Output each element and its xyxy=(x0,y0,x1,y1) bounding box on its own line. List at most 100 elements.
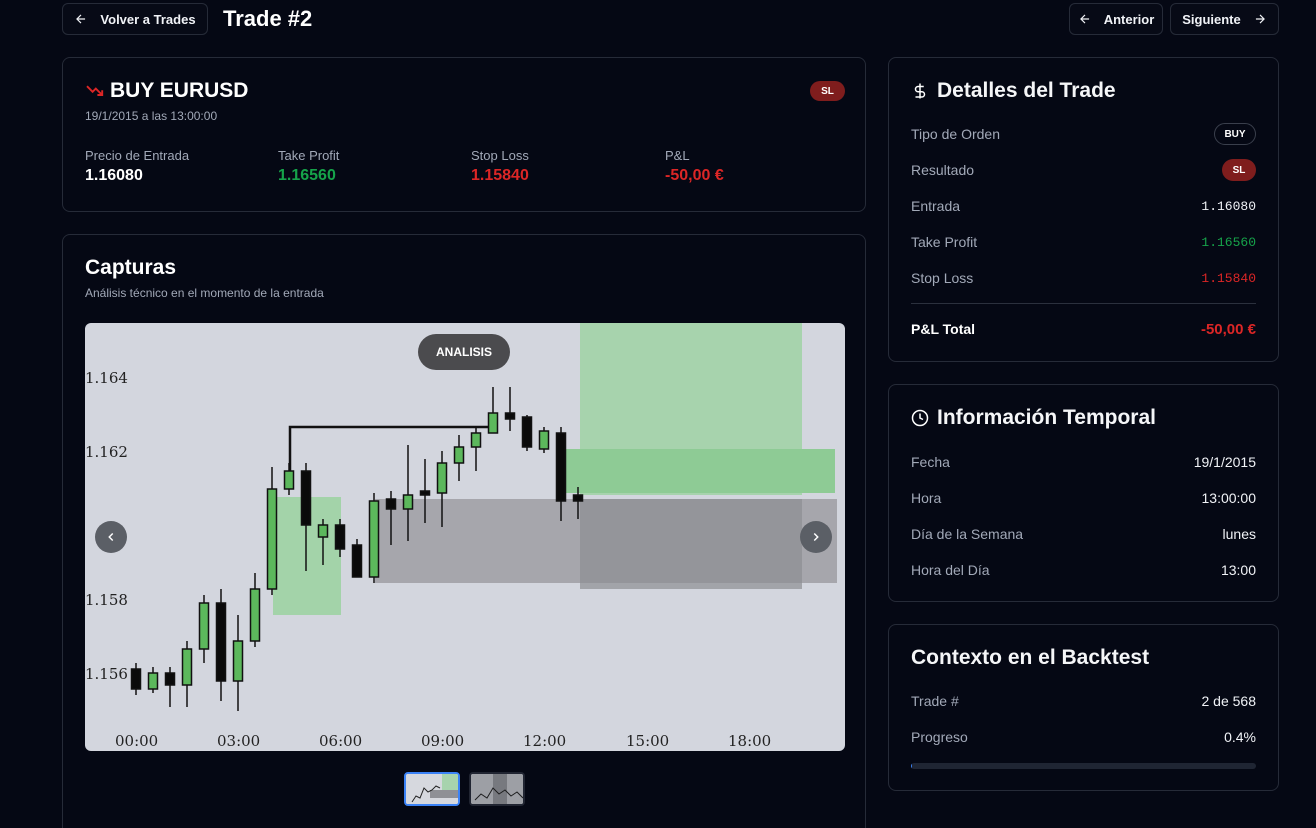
next-image-button[interactable] xyxy=(800,521,832,553)
capture-thumbnail-2[interactable] xyxy=(469,772,525,806)
chart-x-tick: 06:00 xyxy=(319,732,362,750)
chart-candle xyxy=(130,663,142,695)
progress-value: 0.4% xyxy=(1224,729,1256,745)
take-profit-row: Take Profit 1.16560 xyxy=(911,231,1256,253)
stop-loss-value: 1.15840 xyxy=(1201,270,1256,286)
arrow-right-icon xyxy=(1255,14,1265,24)
backtest-context-title: Contexto en el Backtest xyxy=(911,646,1150,669)
arrow-left-icon xyxy=(1079,14,1089,24)
previous-trade-button[interactable]: Anterior xyxy=(1069,3,1163,35)
pnl-value: -50,00 € xyxy=(665,167,724,184)
chart-candle xyxy=(164,667,176,707)
date-row: Fecha 19/1/2015 xyxy=(911,451,1256,473)
backtest-context-card: Contexto en el Backtest Trade # 2 de 568… xyxy=(888,624,1279,791)
chart-candle xyxy=(572,487,584,519)
progress-row: Progreso 0.4% xyxy=(911,726,1256,748)
back-to-trades-button[interactable]: Volver a Trades xyxy=(62,3,208,35)
trending-down-icon xyxy=(86,85,104,96)
stop-loss-row: Stop Loss 1.15840 xyxy=(911,267,1256,289)
dollar-icon xyxy=(914,83,926,99)
page-title: Trade #2 xyxy=(223,6,313,31)
trade-details-title: Detalles del Trade xyxy=(911,79,1116,103)
arrow-left-icon xyxy=(76,14,86,24)
clock-icon xyxy=(911,409,929,427)
chart-candle xyxy=(555,427,567,521)
chart-candle xyxy=(385,491,397,545)
chart-candle xyxy=(266,467,278,595)
hour-of-day-label: Hora del Día xyxy=(911,562,990,578)
pnl-total-value: -50,00 € xyxy=(1200,320,1256,338)
chart-candle xyxy=(538,427,550,453)
thumbnail-chart-image xyxy=(471,774,523,804)
chart-candle xyxy=(317,519,329,565)
next-trade-label: Siguiente xyxy=(1182,11,1241,27)
chart-candle xyxy=(368,493,380,583)
result-row: Resultado SL xyxy=(911,159,1256,181)
pnl-total-row: P&L Total -50,00 € xyxy=(911,318,1256,340)
chart-candle xyxy=(215,589,227,701)
result-badge: SL xyxy=(810,81,845,101)
capture-label-pill: ANALISIS xyxy=(418,334,510,370)
chart-candle xyxy=(249,573,261,647)
take-profit-value: 1.16560 xyxy=(1201,234,1256,250)
previous-image-button[interactable] xyxy=(95,521,127,553)
pnl-label: P&L xyxy=(665,148,690,163)
stop-loss-label: Stop Loss xyxy=(471,148,529,163)
chart-y-tick: 1.158 xyxy=(85,591,128,609)
chart-candle xyxy=(487,387,499,434)
trade-number-label: Trade # xyxy=(911,693,959,709)
chart-x-tick: 18:00 xyxy=(728,732,771,750)
trade-heading: BUY EURUSD xyxy=(85,79,248,103)
captures-card: Capturas Análisis técnico en el momento … xyxy=(62,234,866,828)
next-trade-button[interactable]: Siguiente xyxy=(1170,3,1279,35)
chart-candle xyxy=(419,459,431,523)
hour-of-day-value: 13:00 xyxy=(1220,562,1256,578)
chart-y-tick: 1.156 xyxy=(85,665,128,683)
details-divider xyxy=(911,303,1256,304)
trade-datetime: 19/1/2015 a las 13:00:00 xyxy=(85,109,218,123)
order-type-row: Tipo de Orden BUY xyxy=(911,123,1256,145)
order-type-badge: BUY xyxy=(1214,123,1256,145)
chart-candle xyxy=(470,427,482,471)
progress-label: Progreso xyxy=(911,729,968,745)
chart-candle xyxy=(232,615,244,711)
trade-details-title-text: Detalles del Trade xyxy=(937,79,1116,102)
entry-row: Entrada 1.16080 xyxy=(911,195,1256,217)
chart-y-tick: 1.164 xyxy=(85,369,128,387)
take-profit-label: Take Profit xyxy=(278,148,340,163)
chart-screenshot: 1.164 1.162 1.158 1.156 00:00 03:00 06:00 09:00… xyxy=(85,323,837,750)
trade-summary-card: BUY EURUSD 19/1/2015 a las 13:00:00 SL P… xyxy=(62,57,866,212)
captures-title: Capturas xyxy=(85,256,177,279)
chart-candle xyxy=(351,539,363,578)
stop-loss-value: 1.15840 xyxy=(471,167,529,184)
chart-candle xyxy=(198,595,210,663)
chart-x-tick: 15:00 xyxy=(626,732,669,750)
chart-candle xyxy=(334,519,346,557)
chevron-right-icon xyxy=(813,532,819,542)
pnl-total-label: P&L Total xyxy=(911,321,976,337)
entry-price-label: Precio de Entrada xyxy=(85,148,190,163)
chart-y-tick: 1.162 xyxy=(85,443,128,461)
hour-of-day-row: Hora del Día 13:00 xyxy=(911,559,1256,581)
result-badge: SL xyxy=(1222,159,1256,181)
trade-number-row: Trade # 2 de 568 xyxy=(911,690,1256,712)
time-label: Hora xyxy=(911,490,942,506)
stop-loss-label: Stop Loss xyxy=(911,270,974,286)
chart-candle xyxy=(504,387,516,431)
chart-candle xyxy=(453,435,465,481)
thumbnail-chart-image xyxy=(406,774,458,804)
chevron-left-icon xyxy=(108,532,114,542)
capture-thumbnail-1[interactable] xyxy=(404,772,460,806)
entry-label: Entrada xyxy=(911,198,961,214)
chart-x-tick: 12:00 xyxy=(523,732,566,750)
take-profit-value: 1.16560 xyxy=(278,167,336,184)
chart-candle xyxy=(521,415,533,451)
back-to-trades-label: Volver a Trades xyxy=(100,11,196,27)
temporal-info-title: Información Temporal xyxy=(911,406,1156,430)
chart-x-tick: 09:00 xyxy=(421,732,464,750)
chart-candle xyxy=(283,463,295,495)
chart-candle xyxy=(147,667,159,693)
capture-image: 1.164 1.162 1.158 1.156 00:00 03:00 06:00 09:00… xyxy=(85,323,845,751)
previous-trade-label: Anterior xyxy=(1103,11,1155,27)
temporal-info-title-text: Información Temporal xyxy=(937,406,1156,429)
